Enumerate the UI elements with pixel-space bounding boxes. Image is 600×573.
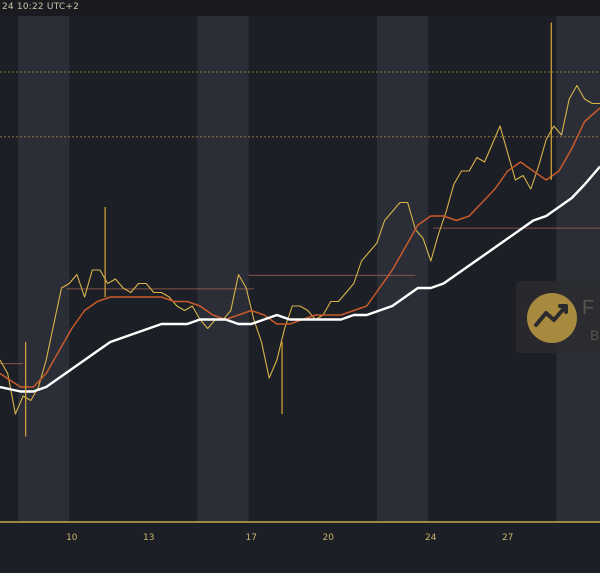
trend-arrow-icon	[534, 304, 568, 327]
top-bar: 24 10:22 UTC+2	[0, 0, 600, 16]
watermark-logo: F B	[516, 281, 600, 353]
price-line	[0, 84, 600, 415]
x-tick-label-4: 24	[425, 533, 437, 543]
weekend-band-2	[376, 16, 429, 522]
timestamp-label: 24 10:22 UTC+2	[2, 2, 80, 12]
weekend-band-0	[17, 16, 70, 522]
weekend-band-3	[556, 16, 600, 522]
x-tick-label-2: 17	[246, 533, 257, 543]
watermark-sub: B	[590, 327, 599, 343]
x-tick-label-5: 27	[502, 533, 513, 543]
watermark-letter: F	[582, 297, 594, 319]
x-tick-label-1: 13	[143, 533, 154, 543]
x-tick-label-0: 10	[66, 533, 78, 543]
weekend-band-1	[197, 16, 249, 522]
x-tick-label-3: 20	[322, 533, 334, 543]
ema-white-line	[0, 165, 600, 393]
ema-orange-line	[0, 107, 600, 388]
